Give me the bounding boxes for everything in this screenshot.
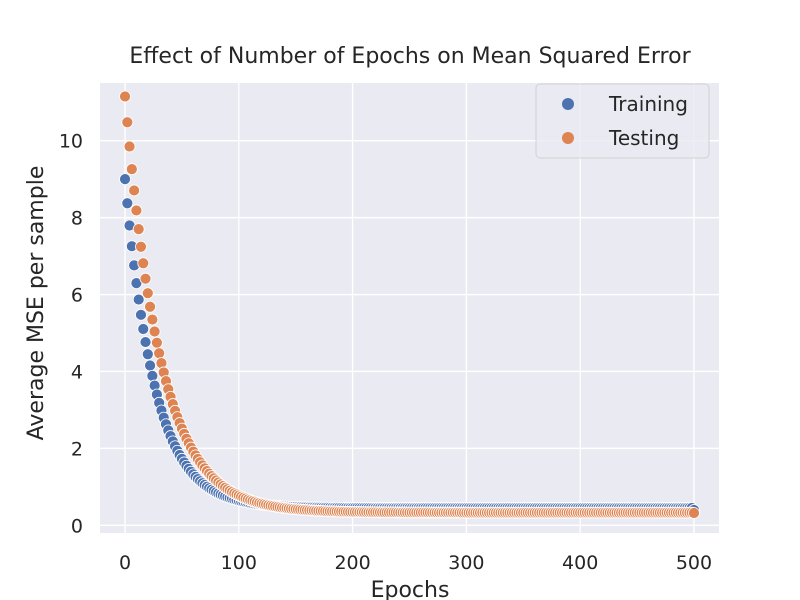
x-axis-label: Epochs (371, 578, 450, 600)
x-tick-label: 400 (562, 552, 598, 574)
data-point (121, 197, 134, 210)
data-point (137, 323, 150, 335)
legend-marker-testing (562, 132, 574, 144)
x-tick-label: 100 (221, 552, 257, 574)
data-point (153, 347, 166, 360)
data-point (146, 313, 159, 326)
data-point (119, 173, 131, 186)
data-point (141, 287, 154, 300)
y-tick-label: 2 (71, 438, 83, 460)
data-point (125, 163, 138, 176)
x-gridlines (124, 83, 695, 533)
data-point (141, 348, 154, 361)
data-point (137, 257, 150, 270)
chart-title: Effect of Number of Epochs on Mean Squar… (129, 44, 691, 69)
data-point (128, 184, 141, 197)
y-tick-label: 10 (59, 131, 83, 153)
x-tick-label: 500 (676, 552, 712, 574)
x-tick-label: 200 (334, 552, 370, 574)
data-point (123, 140, 136, 153)
data-point (150, 336, 163, 349)
legend-box (535, 83, 710, 159)
legend-marker-training (562, 98, 574, 110)
x-tick-label: 0 (119, 552, 131, 574)
data-point (130, 204, 143, 217)
data-point (132, 293, 145, 306)
data-point (148, 325, 161, 338)
data-point (132, 223, 145, 236)
data-point (139, 336, 152, 348)
y-tick-label: 4 (71, 361, 83, 383)
data-point (688, 507, 700, 519)
data-point (144, 300, 156, 313)
data-point (146, 369, 159, 382)
legend-label-training: Training (608, 92, 688, 116)
data-point (135, 240, 147, 253)
data-point (139, 272, 152, 285)
x-tick-labels: 0 100 200 300 400 500 (119, 552, 712, 574)
data-point (121, 116, 134, 129)
y-tick-label: 8 (71, 208, 83, 230)
legend-label-testing: Testing (608, 126, 679, 150)
legend: Training Testing (535, 83, 710, 159)
data-points (119, 90, 700, 519)
y-axis-label: Average MSE per sample (24, 166, 49, 441)
series-testing (119, 90, 700, 519)
y-tick-label: 0 (71, 515, 83, 537)
data-point (119, 90, 131, 103)
x-tick-label: 300 (448, 552, 484, 574)
y-tick-labels: 0 2 4 6 8 10 (59, 131, 83, 538)
data-point (144, 359, 156, 372)
data-point (135, 308, 147, 321)
y-tick-label: 6 (71, 285, 83, 307)
